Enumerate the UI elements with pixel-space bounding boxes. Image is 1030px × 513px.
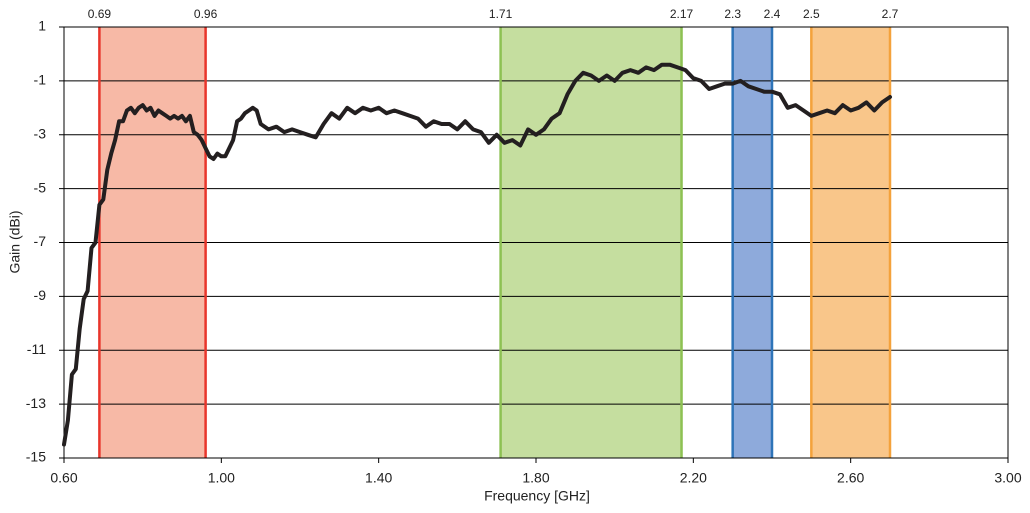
x-tick-label: 1.80 (522, 470, 549, 486)
x-tick-label: 2.60 (837, 470, 864, 486)
x-tick-label: 0.60 (50, 470, 77, 486)
band-label: 2.4 (764, 7, 781, 21)
band-label: 1.71 (489, 7, 513, 21)
y-tick-label: -9 (34, 287, 47, 303)
band-label: 2.3 (724, 7, 741, 21)
y-tick-label: 1 (38, 18, 46, 34)
y-tick-label: -5 (34, 179, 47, 195)
y-tick-label: -3 (34, 125, 47, 141)
x-tick-label: 2.20 (680, 470, 707, 486)
x-tick-label: 1.00 (208, 470, 235, 486)
y-axis-title: Gain (dBi) (7, 210, 23, 273)
y-tick-label: -13 (26, 395, 46, 411)
band-label: 2.5 (803, 7, 820, 21)
x-tick-label: 3.00 (994, 470, 1021, 486)
x-axis-title: Frequency [GHz] (484, 488, 590, 504)
x-tick-label: 1.40 (365, 470, 392, 486)
y-tick-label: -7 (34, 233, 47, 249)
plot-frame (63, 26, 1009, 459)
band-label: 0.69 (88, 7, 112, 21)
y-tick-label: -11 (27, 341, 46, 357)
band-label: 0.96 (194, 7, 218, 21)
y-tick-label: -15 (26, 449, 46, 465)
gain-line (62, 62, 892, 447)
band-label: 2.7 (882, 7, 899, 21)
y-tick-label: -1 (34, 72, 47, 88)
band-label: 2.17 (670, 7, 694, 21)
